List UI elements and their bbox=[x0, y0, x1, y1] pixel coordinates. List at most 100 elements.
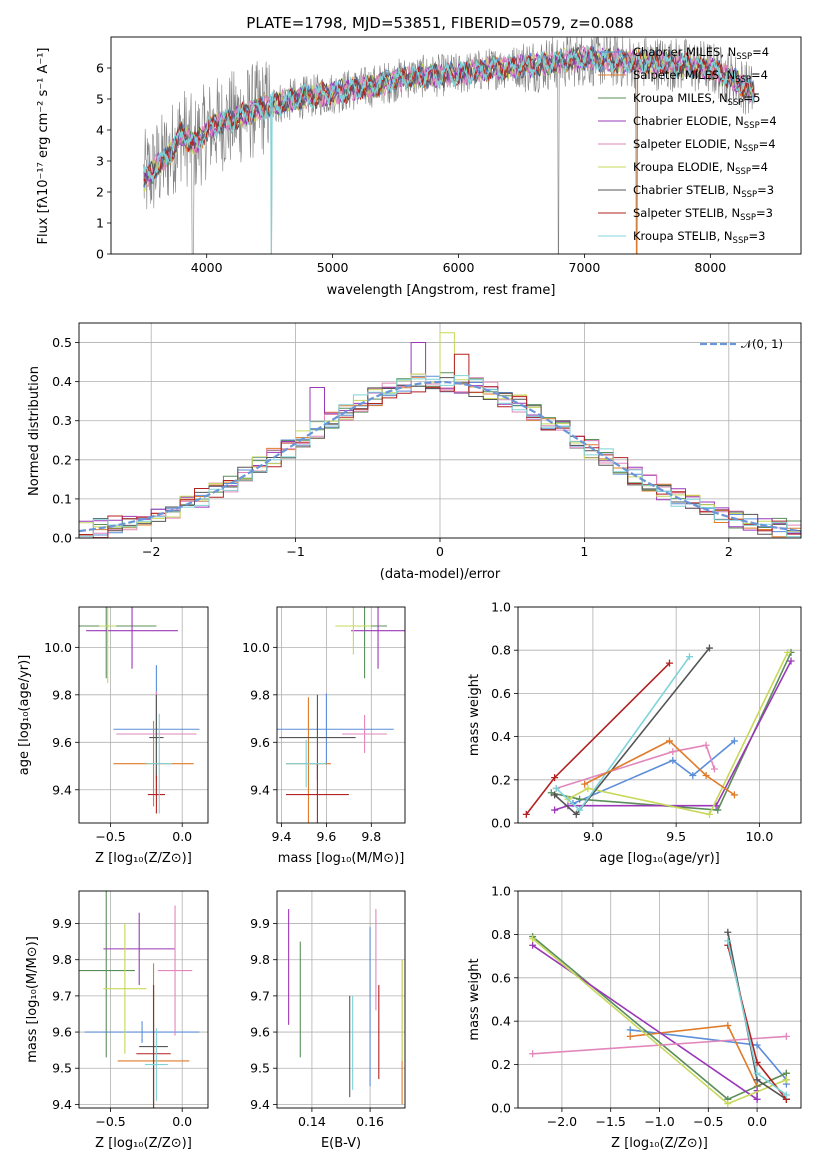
x-tick-label: 9.8 bbox=[361, 829, 381, 844]
data-point bbox=[705, 810, 713, 818]
mass-weight-series bbox=[567, 652, 789, 816]
data-point bbox=[529, 935, 537, 943]
gaussian-legend-label: 𝒩(0, 1) bbox=[741, 337, 783, 351]
y-axis-label: age [log₁₀(age/yr)] bbox=[17, 655, 32, 776]
x-axis-label: Z [log₁₀(Z/Z⊙)] bbox=[95, 851, 192, 866]
x-tick-label: 10.0 bbox=[745, 829, 773, 844]
data-point bbox=[552, 784, 560, 792]
y-tick-label: 9.5 bbox=[52, 1061, 72, 1076]
model-spectrum bbox=[143, 46, 755, 187]
x-tick-label: −0.5 bbox=[95, 829, 125, 844]
y-tick-label: 9.8 bbox=[52, 952, 72, 967]
y-tick-label: 0.4 bbox=[52, 374, 72, 389]
y-tick-label: 0.8 bbox=[491, 643, 511, 658]
y-tick-label: 9.7 bbox=[250, 988, 270, 1003]
data-point bbox=[753, 1041, 761, 1049]
y-tick-label: 9.6 bbox=[52, 1025, 72, 1040]
axes-frame bbox=[78, 890, 209, 1109]
residuals-y-axis-label: Normed distribution bbox=[27, 366, 42, 496]
legend-entry: Salpeter ELODIE, NSSP=4 bbox=[633, 137, 776, 154]
data-point bbox=[665, 659, 673, 667]
y-tick-label: 1.0 bbox=[491, 600, 511, 615]
legend-entry: Salpeter MILES, NSSP=4 bbox=[633, 68, 768, 85]
spectrum-x-axis-label: wavelength [Angstrom, rest frame] bbox=[327, 283, 556, 298]
mass-weight-series bbox=[554, 647, 711, 816]
y-tick-label: 4 bbox=[96, 123, 104, 138]
y-tick-label: 0.4 bbox=[491, 1014, 511, 1029]
legend-entry: Kroupa MILES, NSSP=5 bbox=[633, 91, 760, 108]
y-tick-label: 9.9 bbox=[250, 916, 270, 931]
y-tick-label: 9.4 bbox=[250, 1097, 270, 1112]
x-tick-label: 7000 bbox=[569, 260, 601, 275]
x-tick-label: −2.0 bbox=[547, 1114, 577, 1129]
y-tick-label: 0.0 bbox=[52, 531, 72, 546]
data-point bbox=[705, 644, 713, 652]
legend-entry: Salpeter STELIB, NSSP=3 bbox=[633, 206, 773, 223]
legend-entry: Kroupa ELODIE, NSSP=4 bbox=[633, 160, 768, 177]
weight-vs-Z-panel: −2.0 −1.5 −1.0 −0.5 0.0 0.0 0.2 0.4 0.6 0.8 1.0 Z [… bbox=[467, 884, 802, 1151]
mass-weight-series bbox=[554, 660, 792, 811]
x-tick-label: 9.4 bbox=[272, 829, 292, 844]
data-point bbox=[551, 806, 559, 814]
y-tick-label: 0.0 bbox=[491, 1101, 511, 1116]
axes-frame bbox=[78, 606, 209, 824]
data-point bbox=[730, 737, 738, 745]
model-spectrum bbox=[143, 45, 755, 255]
plot-area bbox=[79, 607, 200, 814]
data-point bbox=[787, 657, 795, 665]
x-tick-label: 0 bbox=[436, 544, 444, 559]
y-tick-label: 9.4 bbox=[250, 782, 270, 797]
data-point bbox=[702, 741, 710, 749]
legend: Chabrier MILES, NSSP=4 Salpeter MILES, NS… bbox=[598, 45, 777, 246]
residuals-x-axis-label: (data-model)/error bbox=[380, 567, 501, 582]
residuals-panel: −2 −1 0 1 2 0.0 0.1 0.2 0.3 0.4 0.5 (data-model)/… bbox=[27, 322, 802, 582]
y-tick-label: 1.0 bbox=[491, 884, 511, 899]
data-point bbox=[714, 806, 722, 814]
y-tick-label: 0.0 bbox=[491, 816, 511, 831]
y-tick-label: 9.8 bbox=[250, 952, 270, 967]
data-point bbox=[576, 806, 584, 814]
x-tick-label: −1 bbox=[286, 544, 304, 559]
legend-entry: Chabrier ELODIE, NSSP=4 bbox=[633, 114, 777, 131]
plot-area bbox=[79, 891, 200, 1108]
x-tick-label: 2 bbox=[725, 544, 733, 559]
mass-weight-series bbox=[525, 662, 671, 815]
axes-frame bbox=[276, 606, 406, 824]
y-tick-label: 6 bbox=[96, 61, 104, 76]
data-point bbox=[782, 1076, 790, 1084]
y-tick-label: 10.0 bbox=[44, 640, 72, 655]
data-point bbox=[576, 795, 584, 803]
data-point bbox=[522, 810, 530, 818]
plot-area bbox=[529, 928, 790, 1108]
x-tick-label: 9.5 bbox=[666, 829, 686, 844]
x-axis-label: mass [log₁₀(M/M⊙)] bbox=[278, 851, 405, 866]
y-tick-label: 9.6 bbox=[250, 735, 270, 750]
spectrum-panel: PLATE=1798, MJD=53851, FIBERID=0579, z=0… bbox=[36, 14, 802, 298]
data-point bbox=[782, 1032, 790, 1040]
x-tick-label: 5000 bbox=[317, 260, 349, 275]
y-axis-label: mass weight bbox=[467, 674, 482, 756]
legend-entry: Kroupa STELIB, NSSP=3 bbox=[633, 229, 765, 246]
y-tick-label: 9.5 bbox=[250, 1061, 270, 1076]
legend-entry: Chabrier STELIB, NSSP=3 bbox=[633, 183, 774, 200]
spectrum-y-axis-label: Flux [fλ10⁻¹⁷ erg cm⁻² s⁻¹ A⁻¹] bbox=[36, 48, 51, 245]
y-tick-label: 10.0 bbox=[242, 640, 270, 655]
data-point bbox=[685, 653, 693, 661]
data-point bbox=[730, 791, 738, 799]
residual-histogram bbox=[79, 353, 801, 539]
x-tick-label: 0.16 bbox=[356, 1114, 384, 1129]
y-tick-label: 5 bbox=[96, 92, 104, 107]
y-tick-label: 0.3 bbox=[52, 413, 72, 428]
data-point bbox=[784, 648, 792, 656]
data-point bbox=[572, 810, 580, 818]
data-point bbox=[724, 928, 732, 936]
mass-weight-series bbox=[555, 656, 691, 812]
y-tick-label: 0.2 bbox=[491, 772, 511, 787]
y-tick-label: 9.4 bbox=[52, 1097, 72, 1112]
data-point bbox=[710, 765, 718, 773]
data-point bbox=[581, 780, 589, 788]
data-point bbox=[753, 1069, 761, 1077]
x-axis-label: age [log₁₀(age/yr)] bbox=[599, 851, 720, 866]
x-tick-label: 8000 bbox=[694, 260, 726, 275]
x-tick-label: −0.5 bbox=[693, 1114, 723, 1129]
